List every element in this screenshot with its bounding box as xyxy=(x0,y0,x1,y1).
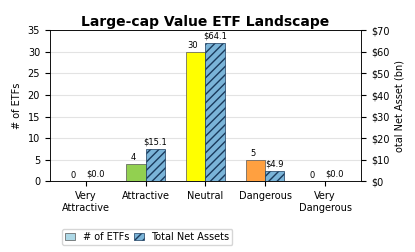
Text: 4: 4 xyxy=(130,153,136,163)
Y-axis label: otal Net Asset (bn): otal Net Asset (bn) xyxy=(395,60,405,152)
Text: $0.0: $0.0 xyxy=(86,170,105,179)
Bar xyxy=(186,52,205,181)
Text: 0: 0 xyxy=(310,171,315,180)
Text: $64.1: $64.1 xyxy=(203,32,227,40)
Bar xyxy=(146,149,165,181)
Text: 0: 0 xyxy=(71,171,76,180)
Text: 5: 5 xyxy=(250,149,255,158)
Y-axis label: # of ETFs: # of ETFs xyxy=(12,83,22,129)
Bar xyxy=(246,160,265,181)
Text: $0.0: $0.0 xyxy=(325,170,344,179)
Legend: # of ETFs, Total Net Assets: # of ETFs, Total Net Assets xyxy=(62,229,232,245)
Title: Large-cap Value ETF Landscape: Large-cap Value ETF Landscape xyxy=(81,15,330,29)
Text: 30: 30 xyxy=(188,41,198,50)
Bar xyxy=(127,164,146,181)
Text: $15.1: $15.1 xyxy=(143,137,167,146)
Bar xyxy=(265,171,284,181)
Text: $4.9: $4.9 xyxy=(266,159,284,168)
Bar xyxy=(205,43,225,181)
